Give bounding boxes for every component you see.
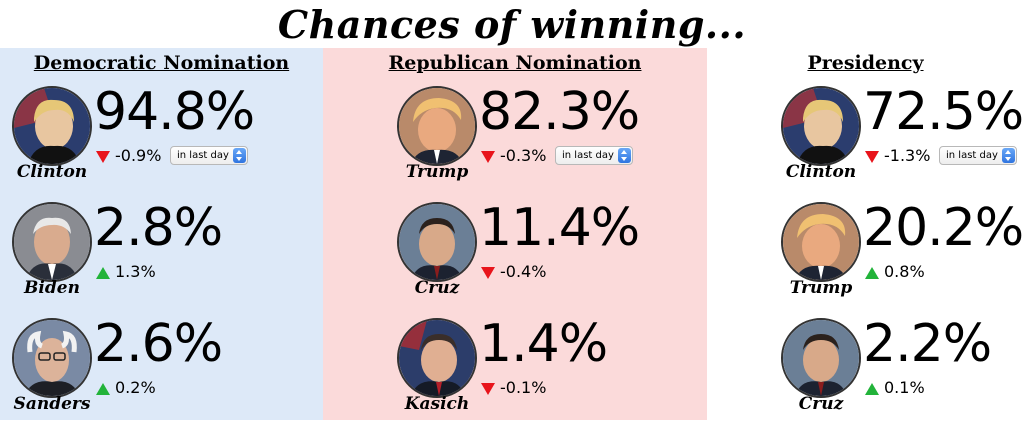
republican-nomination-panel: Republican Nomination Trump 82.3% -0.3% …	[323, 48, 707, 420]
win-probability: 1.4%	[479, 314, 608, 374]
probability-change: 0.8%	[865, 262, 925, 282]
candidate-photo	[12, 86, 92, 166]
up-arrow-icon	[96, 266, 110, 279]
win-probability: 11.4%	[479, 198, 640, 258]
candidate-photo	[781, 86, 861, 166]
win-probability: 2.6%	[94, 314, 223, 374]
candidate-card: Cruz 2.2% 0.1%	[781, 314, 1021, 428]
change-value: 0.2%	[115, 378, 156, 397]
candidate-name: Cruz	[798, 394, 844, 414]
win-probability: 2.8%	[94, 198, 223, 258]
column-heading: Republican Nomination	[388, 52, 642, 74]
candidate-card: Biden 2.8% 1.3%	[12, 198, 312, 312]
timeframe-value: in last day	[946, 150, 998, 161]
candidate-card: Sanders 2.6% 0.2%	[12, 314, 312, 428]
probability-change: -0.9%	[96, 146, 161, 166]
change-value: -0.3%	[500, 146, 547, 165]
democratic-nomination-panel: Democratic Nomination Clinton 94.8% -0.9…	[0, 48, 323, 420]
change-value: 0.1%	[884, 378, 925, 397]
change-value: 0.8%	[884, 262, 925, 281]
candidate-name: Trump	[789, 278, 853, 298]
candidate-card: Cruz 11.4% -0.4%	[397, 198, 697, 312]
probability-change: 1.3%	[96, 262, 156, 282]
win-probability: 94.8%	[94, 82, 255, 142]
win-probability: 2.2%	[863, 314, 992, 374]
probability-change: -0.1%	[481, 378, 546, 398]
candidate-photo	[12, 202, 92, 282]
timeframe-value: in last day	[177, 150, 229, 161]
select-stepper-icon	[1002, 148, 1015, 163]
candidate-photo	[781, 202, 861, 282]
probability-change: 0.2%	[96, 378, 156, 398]
candidate-photo	[781, 318, 861, 398]
column-heading: Presidency	[807, 52, 924, 74]
probability-change: -1.3%	[865, 146, 930, 166]
candidate-card: Kasich 1.4% -0.1%	[397, 314, 697, 428]
candidate-name: Kasich	[404, 394, 470, 414]
candidate-photo	[397, 202, 477, 282]
change-value: -0.1%	[500, 378, 547, 397]
candidate-name: Biden	[24, 278, 80, 298]
probability-change: -0.4%	[481, 262, 546, 282]
win-probability: 72.5%	[863, 82, 1024, 142]
probability-change: -0.3%	[481, 146, 546, 166]
candidate-photo	[397, 318, 477, 398]
up-arrow-icon	[865, 382, 879, 395]
timeframe-select[interactable]: in last day	[939, 146, 1017, 165]
change-value: -0.9%	[115, 146, 162, 165]
column-heading: Democratic Nomination	[33, 52, 290, 74]
page-title: Chances of winning...	[277, 2, 747, 47]
up-arrow-icon	[96, 382, 110, 395]
candidate-photo	[12, 318, 92, 398]
candidate-name: Clinton	[785, 162, 857, 182]
candidate-name: Cruz	[414, 278, 460, 298]
candidate-card: Clinton 72.5% -1.3% in last day	[781, 82, 1024, 196]
change-value: -1.3%	[884, 146, 931, 165]
down-arrow-icon	[481, 266, 495, 279]
change-value: 1.3%	[115, 262, 156, 281]
timeframe-value: in last day	[562, 150, 614, 161]
timeframe-select[interactable]: in last day	[170, 146, 248, 165]
down-arrow-icon	[96, 150, 110, 163]
down-arrow-icon	[481, 382, 495, 395]
up-arrow-icon	[865, 266, 879, 279]
candidate-card: Trump 20.2% 0.8%	[781, 198, 1024, 312]
candidate-name: Trump	[405, 162, 469, 182]
select-stepper-icon	[618, 148, 631, 163]
probability-change: 0.1%	[865, 378, 925, 398]
candidate-card: Clinton 94.8% -0.9% in last day	[12, 82, 312, 196]
candidate-card: Trump 82.3% -0.3% in last day	[397, 82, 697, 196]
select-stepper-icon	[233, 148, 246, 163]
change-value: -0.4%	[500, 262, 547, 281]
win-probability: 20.2%	[863, 198, 1024, 258]
candidate-name: Clinton	[16, 162, 88, 182]
win-probability: 82.3%	[479, 82, 640, 142]
candidate-name: Sanders	[13, 394, 91, 414]
timeframe-select[interactable]: in last day	[555, 146, 633, 165]
presidency-panel: Presidency Clinton 72.5% -1.3% in last d…	[707, 48, 1024, 420]
down-arrow-icon	[481, 150, 495, 163]
down-arrow-icon	[865, 150, 879, 163]
candidate-photo	[397, 86, 477, 166]
